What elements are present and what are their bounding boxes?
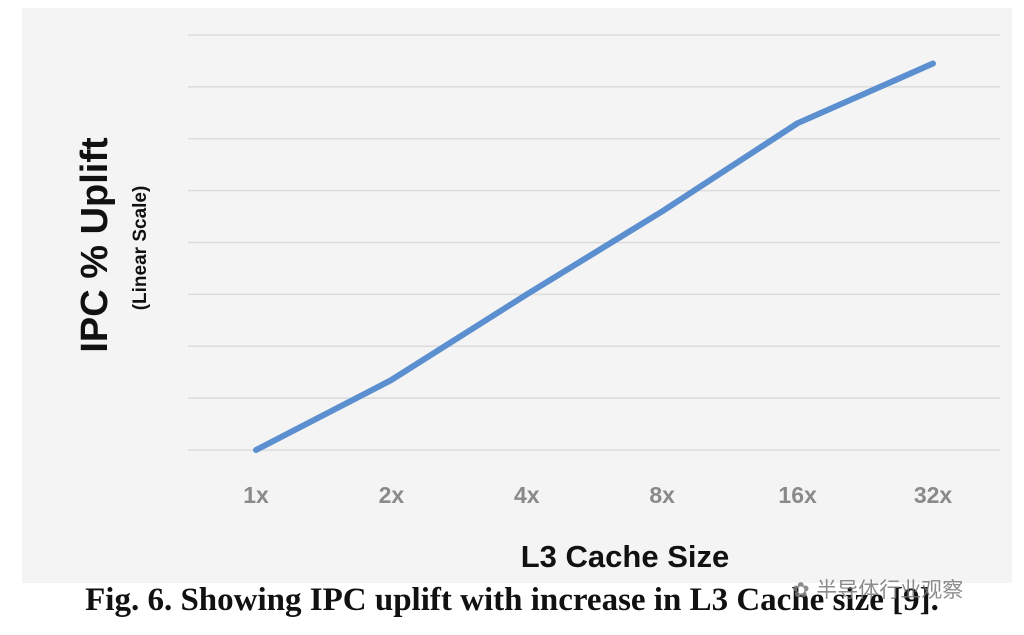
y-axis-subtitle: (Linear Scale) xyxy=(130,186,151,311)
figure-caption: Fig. 6. Showing IPC uplift with increase… xyxy=(85,582,939,618)
x-tick-label-32x: 32x xyxy=(914,482,953,508)
series-line xyxy=(253,60,936,453)
gridlines xyxy=(188,34,1000,451)
wechat-icon: ✿ xyxy=(792,578,810,602)
x-tick-labels: 1x 2x 4x 8x 16x 32x xyxy=(243,482,952,508)
x-tick-label-4x: 4x xyxy=(514,482,540,508)
watermark: ✿ 半导体行业观察 xyxy=(792,574,963,604)
watermark-text: 半导体行业观察 xyxy=(816,578,964,602)
x-tick-label-16x: 16x xyxy=(778,482,817,508)
x-axis-title: L3 Cache Size xyxy=(521,539,729,574)
x-tick-label-8x: 8x xyxy=(649,482,675,508)
y-axis-title: IPC % Uplift xyxy=(74,137,116,353)
series-layer xyxy=(253,60,936,453)
x-tick-label-1x: 1x xyxy=(243,482,269,508)
x-tick-label-2x: 2x xyxy=(379,482,405,508)
